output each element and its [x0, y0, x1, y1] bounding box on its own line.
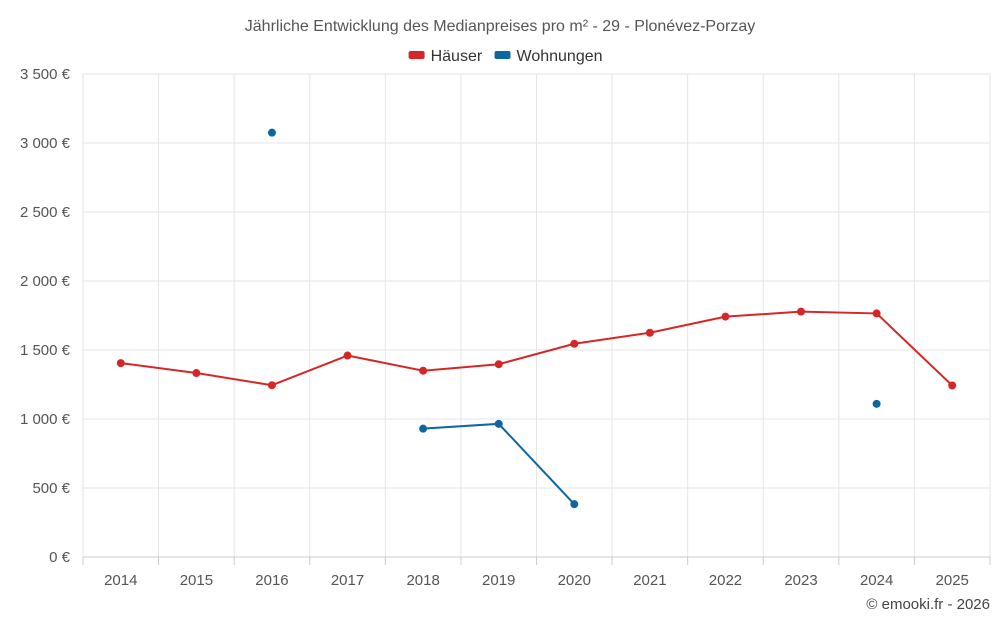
- x-tick-label: 2025: [936, 572, 969, 589]
- data-point[interactable]: [721, 312, 730, 321]
- data-point[interactable]: [948, 381, 957, 390]
- data-point[interactable]: [570, 339, 579, 348]
- legend-label[interactable]: Wohnungen: [517, 48, 603, 65]
- legend: Häuser Wohnungen: [408, 48, 603, 65]
- y-tick-label: 500 €: [32, 480, 70, 497]
- x-gridlines: [82, 74, 991, 557]
- data-point[interactable]: [645, 328, 654, 337]
- data-point[interactable]: [116, 359, 125, 368]
- data-point[interactable]: [419, 366, 428, 375]
- data-point[interactable]: [343, 351, 352, 360]
- x-tick-label: 2023: [784, 572, 817, 589]
- data-point[interactable]: [872, 309, 881, 318]
- data-point[interactable]: [872, 399, 881, 408]
- data-point[interactable]: [494, 360, 503, 369]
- y-tick-label: 1 000 €: [20, 411, 71, 428]
- series-wohnungen: [267, 128, 881, 509]
- series-layer: [116, 128, 957, 509]
- y-tick-label: 3 000 €: [20, 135, 71, 152]
- series-haeuser: [116, 307, 957, 390]
- y-tick-label: 1 500 €: [20, 342, 71, 359]
- data-point[interactable]: [494, 419, 503, 428]
- series-line: [423, 422, 576, 505]
- series-line: [120, 310, 953, 387]
- data-point[interactable]: [192, 369, 201, 378]
- y-tick-label: 2 500 €: [20, 204, 71, 221]
- chart-title: Jährliche Entwicklung des Medianpreises …: [245, 18, 755, 35]
- x-tick-label: 2015: [180, 572, 213, 589]
- data-point[interactable]: [570, 500, 579, 509]
- x-tick-label: 2018: [406, 572, 439, 589]
- legend-swatch: [408, 51, 425, 59]
- y-axis: 0 € 500 € 1 000 € 1 500 € 2 000 € 2 500 € 3 00…: [20, 66, 71, 566]
- y-tick-label: 2 000 €: [20, 273, 71, 290]
- x-tick-label: 2014: [104, 572, 137, 589]
- data-point[interactable]: [419, 424, 428, 433]
- x-tick-label: 2019: [482, 572, 515, 589]
- legend-label[interactable]: Häuser: [431, 48, 483, 65]
- x-tick-label: 2022: [709, 572, 742, 589]
- y-tick-label: 0 €: [49, 549, 71, 566]
- y-tick-label: 3 500 €: [20, 66, 71, 83]
- x-tick-label: 2016: [255, 572, 288, 589]
- x-tick-label: 2020: [558, 572, 591, 589]
- data-point[interactable]: [267, 128, 276, 137]
- x-axis: 2014 2015 2016 2017 2018 2019 2020 2021 2022 2023…: [82, 556, 991, 589]
- data-point[interactable]: [797, 307, 806, 316]
- x-tick-label: 2017: [331, 572, 364, 589]
- x-tick-label: 2021: [633, 572, 666, 589]
- credit-text: © emooki.fr - 2026: [866, 596, 990, 613]
- x-tick-label: 2024: [860, 572, 893, 589]
- data-point[interactable]: [267, 381, 276, 390]
- legend-swatch: [494, 51, 511, 59]
